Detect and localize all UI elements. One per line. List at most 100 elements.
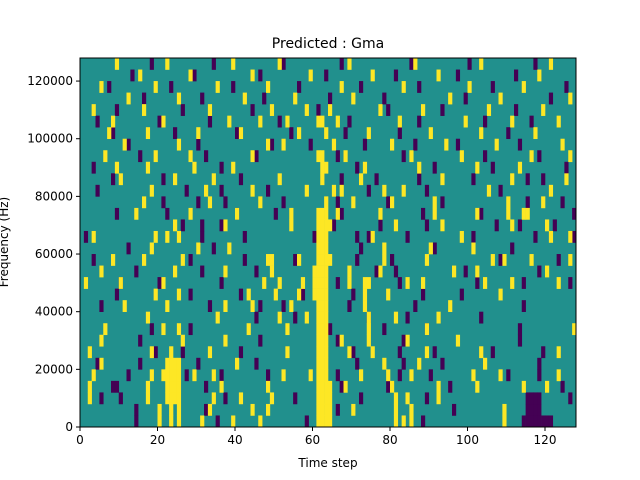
heatmap-cell-low: [335, 150, 340, 163]
heatmap-cell-high: [568, 230, 573, 243]
heatmap-cell-high: [149, 184, 154, 197]
heatmap-cell-low: [564, 81, 569, 93]
heatmap-cell-high: [428, 127, 433, 140]
heatmap-cell-low: [161, 173, 166, 186]
heatmap-cell-low: [114, 207, 120, 220]
heatmap-cell-high: [436, 392, 441, 405]
heatmap-cell-high: [432, 207, 437, 220]
heatmap-cell-high: [215, 311, 220, 324]
heatmap-cell-high: [382, 242, 387, 255]
heatmap-cell-low: [138, 334, 143, 347]
heatmap-cell-high: [304, 104, 309, 116]
heatmap-cell-low: [281, 300, 286, 312]
heatmap-cell-low: [521, 300, 526, 312]
heatmap-cell-low: [254, 265, 259, 278]
heatmap-cell-high: [273, 288, 278, 301]
heatmap-cell-high: [316, 403, 321, 416]
heatmap-cell-high: [517, 161, 523, 174]
heatmap-cell-low: [99, 300, 104, 312]
heatmap-cell-high: [320, 300, 325, 312]
heatmap-cell-high: [196, 242, 201, 255]
heatmap-cell-low: [200, 265, 205, 278]
heatmap-cell-low: [393, 69, 399, 82]
heatmap-cell-low: [490, 346, 495, 359]
heatmap-cell-low: [440, 196, 445, 209]
heatmap-cell-low: [448, 380, 453, 393]
heatmap-cell-low: [517, 138, 523, 151]
heatmap-cell-low: [99, 392, 104, 405]
heatmap-cell-low: [219, 277, 224, 289]
heatmap-cell-high: [324, 311, 329, 324]
heatmap-cell-high: [188, 150, 193, 163]
heatmap-cell-high: [320, 242, 325, 255]
heatmap-cell-high: [370, 69, 375, 82]
heatmap-cell-low: [483, 115, 488, 128]
heatmap-cell-low: [545, 415, 550, 428]
heatmap-cell-high: [498, 92, 503, 105]
heatmap-cell-high: [207, 104, 213, 116]
heatmap-cell-high: [320, 323, 325, 336]
heatmap-cell-high: [145, 161, 151, 174]
heatmap-cell-low: [374, 265, 379, 278]
heatmap-cell-low: [238, 346, 244, 359]
heatmap-cell-high: [153, 230, 158, 243]
heatmap-cell-high: [366, 127, 371, 140]
heatmap-cell-high: [277, 173, 282, 186]
heatmap-cell-low: [211, 58, 216, 70]
heatmap-cell-high: [277, 277, 282, 289]
heatmap-cell-high: [320, 161, 325, 174]
heatmap-cell-low: [359, 81, 364, 93]
heatmap-cell-low: [157, 115, 162, 128]
heatmap-cell-low: [397, 346, 402, 359]
heatmap-cell-high: [556, 369, 561, 382]
heatmap-cell-high: [258, 196, 263, 209]
heatmap-cell-high: [424, 346, 430, 359]
heatmap-cell-high: [459, 150, 464, 163]
heatmap-cell-low: [138, 150, 143, 163]
heatmap-cell-high: [161, 115, 166, 128]
heatmap-cell-high: [316, 392, 321, 405]
heatmap-cell-low: [401, 357, 406, 370]
heatmap-cell-low: [568, 277, 573, 289]
heatmap-cell-high: [308, 69, 313, 82]
y-tick-label: 100000: [27, 132, 73, 146]
heatmap-cell-high: [122, 300, 127, 312]
heatmap-cell-low: [424, 392, 430, 405]
heatmap-cell-high: [87, 392, 92, 405]
heatmap-cell-high: [235, 357, 240, 370]
heatmap-cell-low: [525, 196, 530, 209]
heatmap-cell-high: [142, 196, 147, 209]
heatmap-cell-high: [409, 403, 414, 416]
heatmap-cell-high: [471, 369, 476, 382]
heatmap-cell-low: [277, 115, 282, 128]
heatmap-cell-high: [324, 207, 329, 220]
heatmap-cell-high: [320, 219, 325, 232]
heatmap-cell-high: [266, 380, 271, 393]
heatmap-cell-low: [254, 150, 259, 163]
heatmap-cell-high: [320, 346, 325, 359]
heatmap-cell-high: [250, 69, 255, 82]
heatmap-cell-high: [568, 254, 573, 266]
heatmap-cell-low: [107, 81, 112, 93]
heatmap-cell-low: [537, 150, 542, 163]
heatmap-cell-high: [169, 392, 174, 405]
heatmap-cell-low: [266, 369, 271, 382]
heatmap-cell-low: [188, 288, 193, 301]
heatmap-cell-low: [204, 403, 209, 416]
heatmap-cell-low: [517, 323, 523, 336]
heatmap-cell-high: [463, 115, 468, 128]
heatmap-cell-high: [165, 58, 170, 70]
heatmap-cell-low: [312, 230, 317, 243]
heatmap-cell-high: [176, 230, 182, 243]
heatmap-cell-high: [362, 277, 368, 289]
heatmap-cell-high: [107, 127, 112, 140]
heatmap-cell-high: [382, 254, 387, 266]
heatmap-cell-high: [277, 58, 282, 70]
heatmap-cell-low: [362, 138, 368, 151]
heatmap-cell-low: [560, 196, 565, 209]
heatmap-cell-high: [405, 277, 410, 289]
heatmap-cell-high: [366, 311, 371, 324]
heatmap-cell-high: [316, 346, 321, 359]
heatmap-cell-high: [393, 403, 399, 416]
heatmap-cell-high: [424, 254, 430, 266]
